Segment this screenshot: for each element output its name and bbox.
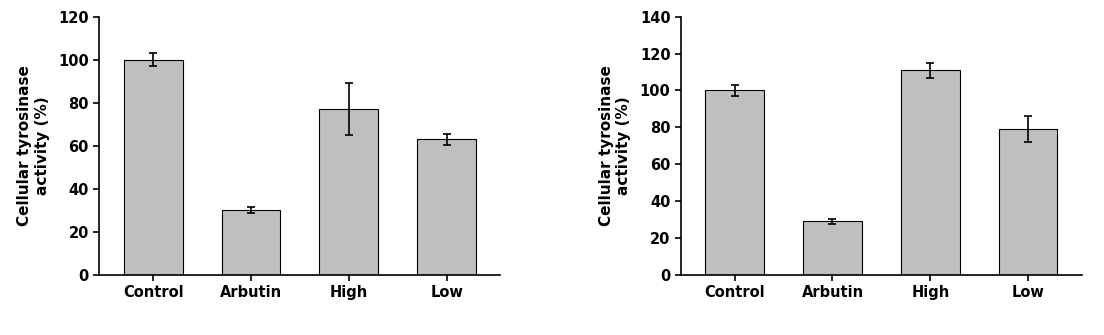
Bar [417, 139, 476, 275]
Y-axis label: Cellular tyrosinase
activity (%): Cellular tyrosinase activity (%) [18, 65, 50, 226]
Bar [222, 210, 280, 275]
Bar [999, 129, 1058, 275]
Bar [319, 109, 379, 275]
Y-axis label: Cellular tyrosinase
activity (%): Cellular tyrosinase activity (%) [599, 65, 631, 226]
Bar [901, 70, 959, 275]
Bar [803, 221, 862, 275]
Bar [124, 60, 182, 275]
Bar [705, 90, 764, 275]
